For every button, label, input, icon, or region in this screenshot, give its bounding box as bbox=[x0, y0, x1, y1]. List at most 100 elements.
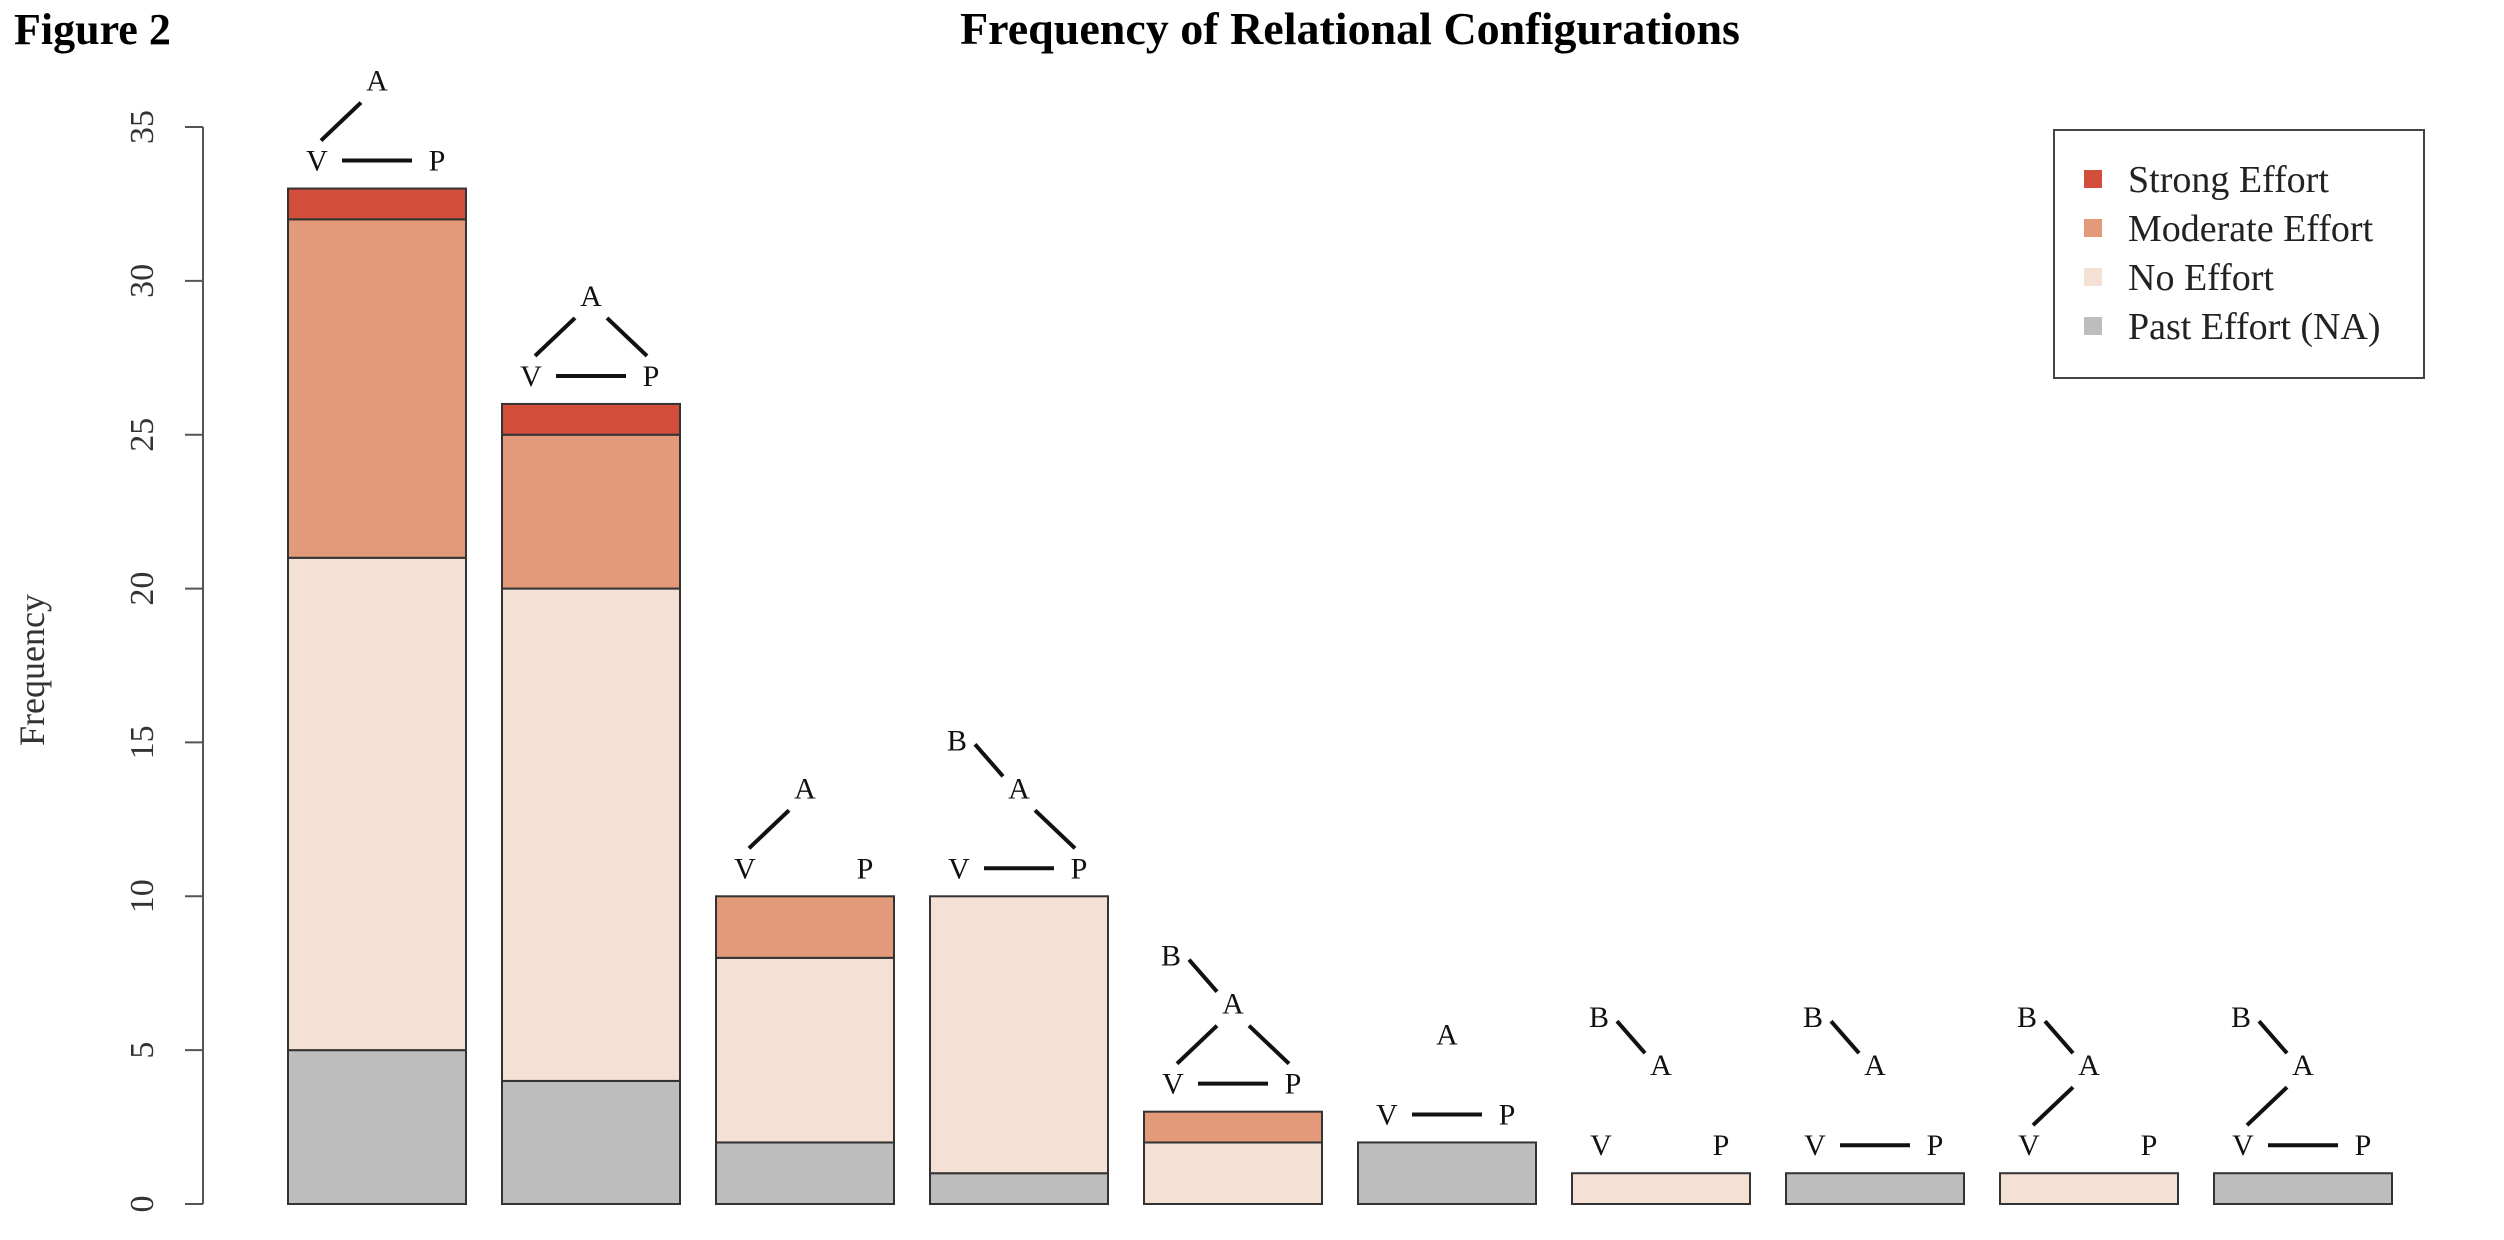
glyph-edge bbox=[533, 316, 577, 358]
configuration-glyph: V P A B bbox=[2017, 1001, 2157, 1162]
bar-segment bbox=[287, 1049, 467, 1205]
glyph-node-label: A bbox=[2078, 1049, 2100, 1082]
glyph-node-label: A bbox=[1650, 1049, 1672, 1082]
glyph-edge bbox=[2043, 1019, 2075, 1055]
glyph-edge bbox=[1247, 1024, 1291, 1066]
bar-segment bbox=[2213, 1172, 2393, 1205]
glyph-node-label: P bbox=[1071, 852, 1088, 885]
glyph-node-label: A bbox=[1008, 772, 1030, 805]
y-tick-label: 5 bbox=[124, 1042, 161, 1059]
bar-stack bbox=[501, 402, 681, 1206]
glyph-node-label: P bbox=[2141, 1129, 2158, 1162]
configuration-glyph: V P A B bbox=[1161, 940, 1301, 1101]
glyph-edge bbox=[319, 101, 363, 142]
y-tick-label: 0 bbox=[124, 1196, 161, 1213]
glyph-node-label: B bbox=[2017, 1001, 2037, 1034]
glyph-node-label: V bbox=[1162, 1068, 1184, 1101]
glyph-node-label: P bbox=[429, 145, 446, 178]
bar-segment bbox=[715, 1141, 895, 1206]
configuration-glyph: V P A bbox=[734, 772, 873, 885]
glyph-node-label: A bbox=[1864, 1049, 1886, 1082]
bar-stack bbox=[929, 895, 1109, 1205]
configuration-glyph: V P A B bbox=[2231, 1001, 2371, 1162]
legend-entry-label: No Effort bbox=[2128, 257, 2274, 299]
glyph-node-label: P bbox=[1713, 1129, 1730, 1162]
bar-segment bbox=[715, 895, 895, 959]
glyph-node-label: V bbox=[734, 852, 756, 885]
glyph-node-label: V bbox=[948, 852, 970, 885]
glyph-node-label: P bbox=[857, 852, 874, 885]
chart-title: Frequency of Relational Configurations bbox=[960, 3, 1740, 54]
glyph-node-label: B bbox=[1589, 1001, 1609, 1034]
bar-segment bbox=[501, 587, 681, 1082]
bar-segment bbox=[1357, 1141, 1537, 1206]
glyph-node-label: B bbox=[947, 724, 967, 757]
bars-group bbox=[287, 187, 2393, 1206]
configuration-glyph: V P A bbox=[306, 65, 445, 178]
legend-swatch bbox=[2084, 170, 2102, 188]
glyph-edge bbox=[1175, 1024, 1219, 1066]
legend-swatch bbox=[2084, 219, 2102, 237]
bar-stack bbox=[2213, 1172, 2393, 1205]
bar-stack bbox=[1999, 1172, 2179, 1205]
glyph-node-label: V bbox=[1804, 1129, 1826, 1162]
configuration-glyph: V P A B bbox=[1803, 1001, 1943, 1162]
configuration-glyphs: V P A V P A V P A V P A B V P A B V P A V P A B V P A B V P A B V P A B bbox=[306, 65, 2371, 1163]
bar-stack bbox=[1785, 1172, 1965, 1205]
y-axis-label: Frequency bbox=[12, 594, 52, 746]
glyph-node-label: V bbox=[306, 145, 328, 178]
bar-segment bbox=[1571, 1172, 1751, 1205]
bar-segment bbox=[287, 218, 467, 559]
glyph-node-label: V bbox=[2232, 1129, 2254, 1162]
glyph-node-label: P bbox=[1499, 1098, 1516, 1131]
glyph-node-label: A bbox=[366, 65, 388, 98]
figure-label: Figure 2 bbox=[14, 5, 171, 54]
legend-swatch bbox=[2084, 317, 2102, 335]
legend-swatch bbox=[2084, 268, 2102, 286]
configuration-glyph: V P A bbox=[1376, 1018, 1515, 1131]
bar-segment bbox=[715, 956, 895, 1144]
glyph-node-label: B bbox=[2231, 1001, 2251, 1034]
glyph-node-label: V bbox=[1376, 1098, 1398, 1131]
y-tick-label: 35 bbox=[124, 110, 161, 144]
glyph-edge bbox=[2257, 1019, 2289, 1055]
glyph-node-label: V bbox=[1590, 1129, 1612, 1162]
y-tick-label: 30 bbox=[124, 264, 161, 298]
bar-stack bbox=[715, 895, 895, 1206]
bar-segment bbox=[501, 433, 681, 590]
bar-segment bbox=[287, 187, 467, 221]
bar-segment bbox=[1999, 1172, 2179, 1205]
glyph-node-label: B bbox=[1803, 1001, 1823, 1034]
glyph-edge bbox=[1033, 808, 1077, 850]
bar-segment bbox=[929, 1172, 1109, 1205]
glyph-node-label: A bbox=[2292, 1049, 2314, 1082]
y-tick-label: 20 bbox=[124, 572, 161, 606]
glyph-edge bbox=[605, 316, 649, 358]
bar-segment bbox=[287, 556, 467, 1052]
bar-segment bbox=[1785, 1172, 1965, 1205]
glyph-edge bbox=[747, 808, 791, 850]
legend-box bbox=[2053, 129, 2425, 379]
glyph-node-label: A bbox=[1222, 988, 1244, 1021]
bar-segment bbox=[1143, 1141, 1323, 1206]
legend-entry-label: Past Effort (NA) bbox=[2128, 306, 2381, 348]
y-tick-label: 15 bbox=[124, 725, 161, 759]
glyph-edge bbox=[973, 742, 1005, 778]
glyph-node-label: V bbox=[520, 360, 542, 393]
y-axis: 0 5 10 15 20 25 30 35 bbox=[124, 110, 204, 1213]
glyph-node-label: V bbox=[2018, 1129, 2040, 1162]
glyph-edge bbox=[1187, 958, 1219, 994]
glyph-node-label: P bbox=[1285, 1068, 1302, 1101]
bar-stack bbox=[287, 187, 467, 1205]
legend-entry-label: Moderate Effort bbox=[2128, 208, 2374, 250]
bar-segment bbox=[1143, 1110, 1323, 1144]
glyph-node-label: B bbox=[1161, 940, 1181, 973]
y-tick-label: 10 bbox=[124, 879, 161, 913]
glyph-node-label: A bbox=[580, 280, 602, 313]
y-tick-label: 25 bbox=[124, 418, 161, 452]
legend: Strong Effort Moderate Effort No Effort Pas… bbox=[2053, 129, 2425, 379]
configuration-glyph: V P A B bbox=[1589, 1001, 1729, 1162]
bar-stack bbox=[1357, 1141, 1537, 1206]
glyph-node-label: A bbox=[794, 772, 816, 805]
